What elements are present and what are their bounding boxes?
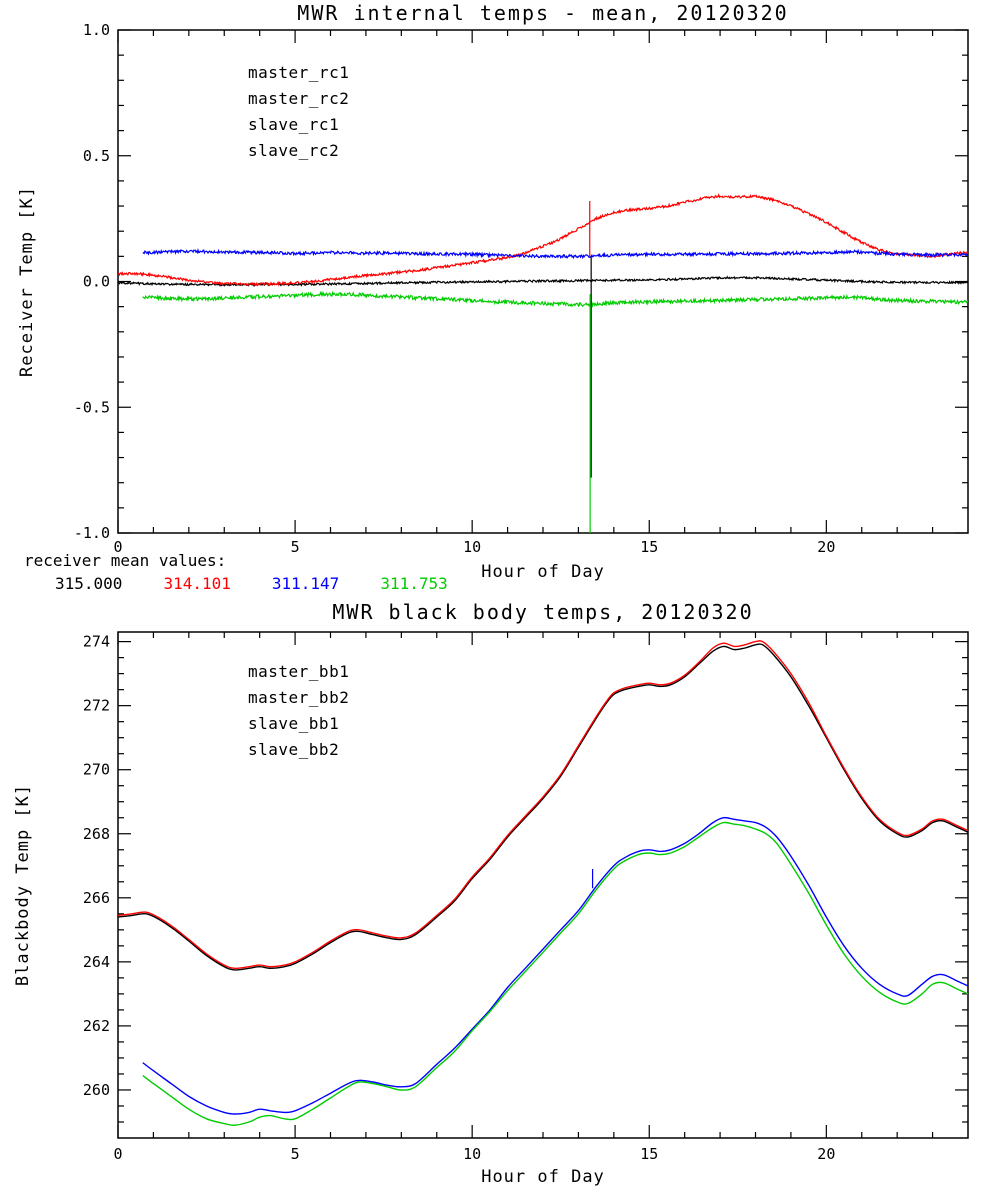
y-tick-label: 272: [83, 697, 110, 715]
y-tick-label: 0.5: [83, 147, 110, 165]
legend-master_bb1: master_bb1: [248, 662, 349, 681]
x-tick-label: 5: [291, 538, 300, 556]
x-tick-label: 0: [113, 538, 122, 556]
series-line-master_bb1: [118, 643, 968, 971]
x-tick-label: 15: [640, 538, 658, 556]
chart-title: MWR black body temps, 20120320: [332, 600, 753, 624]
chart-blackbody-temps: 0 5 10 15 20 260 262 264 266 268 270 272 274 MWR blac…: [13, 600, 969, 1187]
y-tick-label: 0.0: [83, 273, 110, 291]
axis-ticks: [117, 29, 968, 534]
x-tick-label: 20: [817, 1145, 835, 1163]
legend-slave_bb1: slave_bb1: [248, 714, 339, 733]
legend-slave_rc1: slave_rc1: [248, 115, 339, 134]
x-axis-label: Hour of Day: [481, 1167, 605, 1187]
y-tick-label: 264: [83, 953, 110, 971]
legend-slave_bb2: slave_bb2: [248, 740, 339, 759]
legend-slave_rc2: slave_rc2: [248, 141, 339, 160]
axis-ticks: [117, 632, 968, 1138]
y-tick-label: 260: [83, 1081, 110, 1099]
y-tick-label: 262: [83, 1017, 110, 1035]
x-tick-label: 10: [463, 1145, 481, 1163]
x-tick-label: 20: [817, 538, 835, 556]
y-tick-label: 266: [83, 889, 110, 907]
y-axis-label: Blackbody Temp [K]: [13, 784, 33, 986]
y-axis-label: Receiver Temp [K]: [17, 186, 37, 377]
legend-master_bb2: master_bb2: [248, 688, 349, 707]
series-line-master_rc2: [118, 193, 968, 287]
y-tick-label: 1.0: [83, 21, 110, 39]
y-tick-label: 268: [83, 825, 110, 843]
x-tick-label: 0: [113, 1145, 122, 1163]
series-line-slave_rc2: [142, 290, 968, 309]
x-tick-label: 10: [463, 538, 481, 556]
legend-master_rc2: master_rc2: [248, 89, 349, 108]
chart-title: MWR internal temps - mean, 20120320: [297, 1, 788, 25]
y-tick-label: 270: [83, 761, 110, 779]
x-tick-label: 15: [640, 1145, 658, 1163]
legend-master_rc1: master_rc1: [248, 63, 349, 82]
series-line-slave_rc1: [142, 248, 968, 260]
series-line-master_bb2: [118, 640, 968, 970]
x-axis-label: Hour of Day: [481, 562, 605, 582]
y-tick-label: 274: [83, 633, 110, 651]
x-tick-label: 5: [291, 1145, 300, 1163]
series-line-slave_bb2: [142, 821, 968, 1126]
y-tick-label: -1.0: [74, 524, 110, 542]
chart-receiver-temps: 0 5 10 15 20 -1.0 -0.5 0.0 0.5 1.0 MWR internal te…: [17, 1, 969, 582]
y-tick-label: -0.5: [74, 398, 110, 416]
series-line-slave_bb1: [142, 816, 968, 1115]
plot-frame: [117, 631, 969, 1139]
plot-frame: [117, 29, 969, 534]
